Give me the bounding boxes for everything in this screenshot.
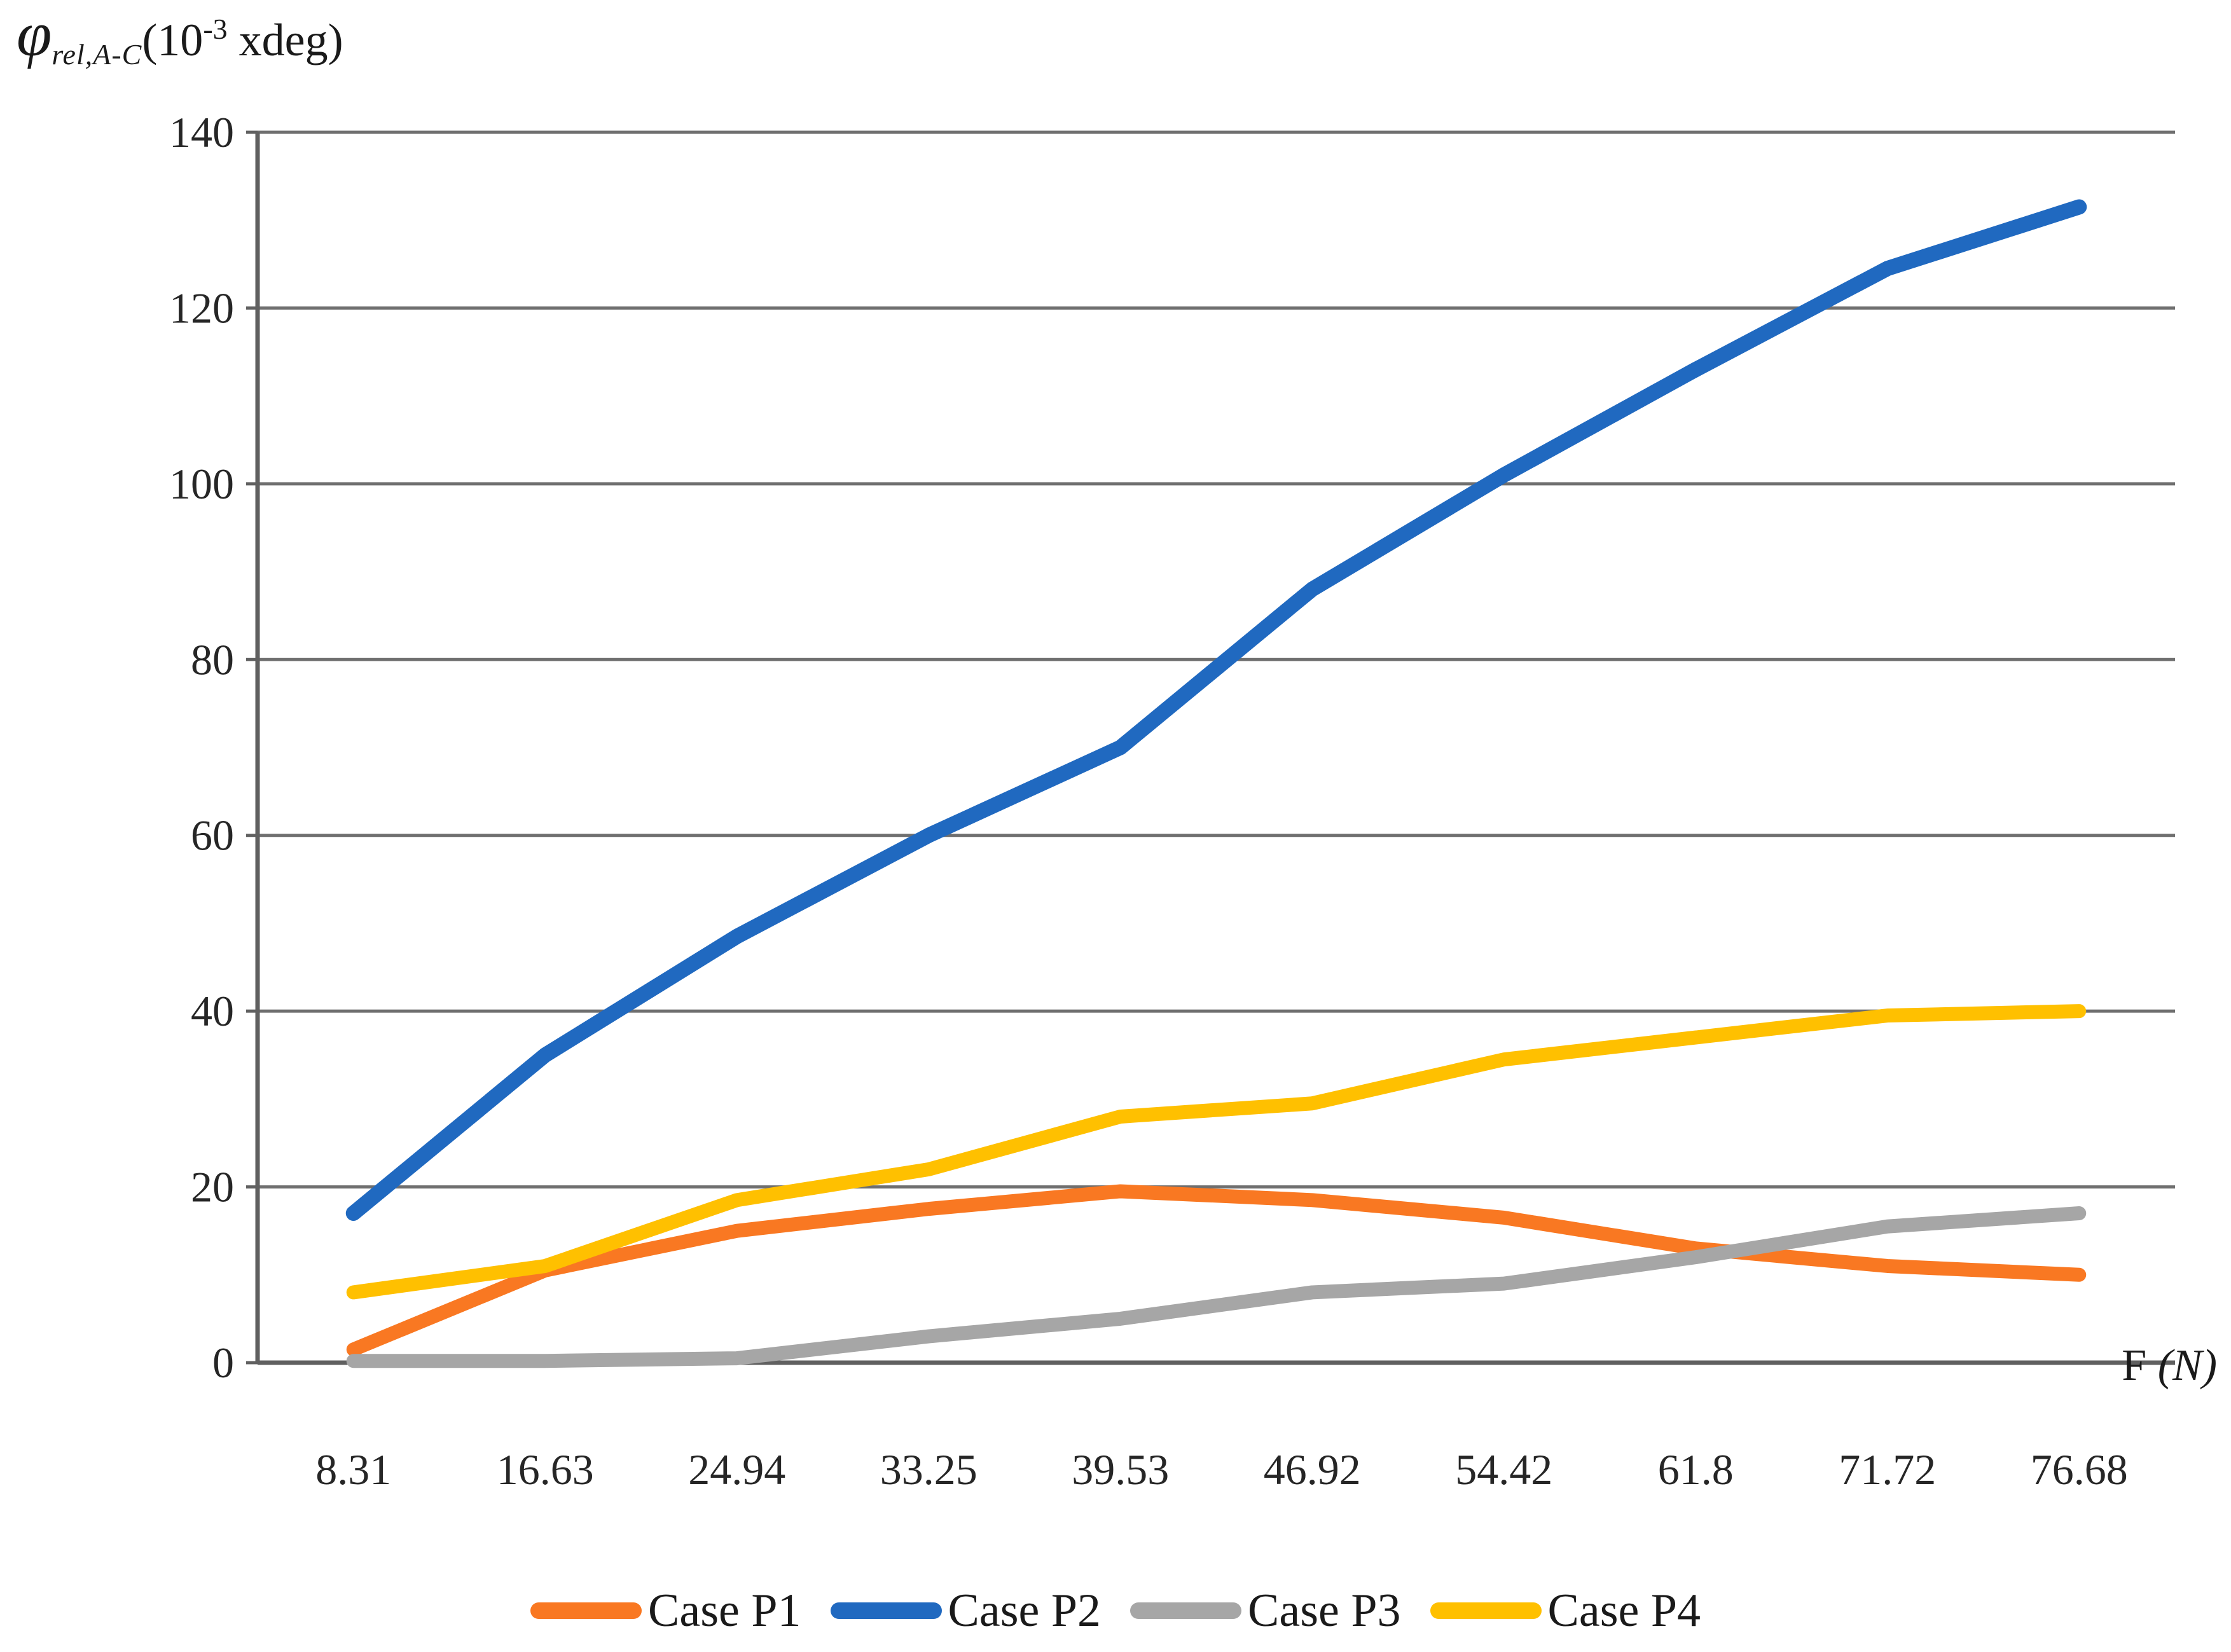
series-line-case-p1	[346, 1184, 2087, 1357]
y-tick-label: 40	[191, 987, 234, 1035]
x-tick-label: 71.72	[1839, 1445, 1936, 1494]
y-tick-label: 100	[169, 460, 234, 508]
title-unit-open: (10	[142, 15, 204, 65]
legend-swatch-case-p2	[830, 1602, 942, 1619]
chart-title: φ rel,A-C (10 -3 xdeg)	[17, 0, 343, 71]
series-line-case-p3	[346, 1206, 2087, 1368]
y-tick-label: 0	[212, 1339, 234, 1387]
legend: Case P1 Case P2 Case P3 Case P4	[0, 1587, 2231, 1634]
legend-label-case-p1: Case P1	[648, 1585, 801, 1637]
legend-swatch-case-p1	[530, 1602, 642, 1619]
legend-label-case-p3: Case P3	[1248, 1585, 1401, 1637]
y-tick-label: 120	[169, 284, 234, 332]
phi-symbol: φ	[17, 0, 52, 69]
legend-label-case-p2: Case P2	[948, 1585, 1102, 1637]
x-tick-label: 76.68	[2031, 1445, 2128, 1494]
x-tick-label: 8.31	[315, 1445, 391, 1494]
x-tick-label: 54.42	[1455, 1445, 1552, 1494]
x-axis-title: F (N)	[2099, 1290, 2217, 1391]
x-axis-title-text: F	[2122, 1341, 2158, 1390]
legend-item-case-p4: Case P4	[1430, 1587, 1701, 1634]
series-line-case-p2	[345, 199, 2087, 1222]
title-subscript: rel,A-C	[52, 38, 142, 71]
legend-swatch-case-p4	[1430, 1602, 1542, 1619]
legend-swatch-case-p3	[1130, 1602, 1241, 1619]
title-unit-close: xdeg)	[227, 15, 343, 65]
y-tick-label: 80	[191, 635, 234, 684]
legend-label-case-p4: Case P4	[1547, 1585, 1701, 1637]
x-axis-title-unit: (N)	[2157, 1341, 2217, 1390]
legend-item-case-p2: Case P2	[830, 1585, 1102, 1637]
legend-item-case-p1: Case P1	[530, 1587, 801, 1634]
series-line-case-p4	[346, 1004, 2087, 1300]
x-tick-label: 46.92	[1264, 1445, 1361, 1494]
title-unit-exponent: -3	[203, 13, 228, 45]
y-tick-label: 140	[169, 108, 234, 156]
y-tick-label: 20	[191, 1163, 234, 1211]
x-tick-label: 33.25	[880, 1445, 977, 1494]
x-tick-label: 24.94	[688, 1445, 785, 1494]
x-tick-label: 39.53	[1072, 1445, 1169, 1494]
y-tick-label: 60	[191, 811, 234, 860]
x-tick-label: 16.63	[497, 1445, 594, 1494]
x-tick-label: 61.8	[1658, 1445, 1734, 1494]
legend-item-case-p3: Case P3	[1130, 1587, 1401, 1634]
